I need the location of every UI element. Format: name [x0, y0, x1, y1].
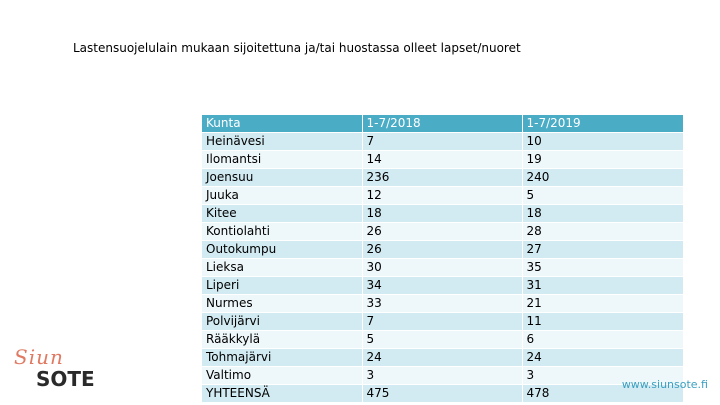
cell-kunta: Kontiolahti — [202, 222, 363, 241]
cell-2018: 236 — [362, 168, 523, 187]
header-2019: 1-7/2019 — [522, 115, 684, 133]
cell-2018: 33 — [362, 294, 523, 313]
total-label: YHTEENSÄ — [202, 384, 363, 403]
table-row: Outokumpu 26 27 — [202, 240, 684, 259]
table-row: Juuka 12 5 — [202, 186, 684, 205]
cell-kunta: Ilomantsi — [202, 150, 363, 169]
cell-kunta: Liperi — [202, 276, 363, 295]
cell-2018: 26 — [362, 240, 523, 259]
cell-kunta: Lieksa — [202, 258, 363, 277]
table-total-row: YHTEENSÄ 475 478 — [202, 384, 684, 403]
cell-2018: 5 — [362, 330, 523, 349]
cell-kunta: Nurmes — [202, 294, 363, 313]
cell-kunta: Polvijärvi — [202, 312, 363, 331]
cell-2019: 28 — [522, 222, 684, 241]
siun-sote-logo: Siun SOTE — [10, 345, 100, 393]
cell-2018: 34 — [362, 276, 523, 295]
cell-2019: 31 — [522, 276, 684, 295]
table-row: Ilomantsi 14 19 — [202, 150, 684, 169]
cell-2018: 24 — [362, 348, 523, 367]
cell-kunta: Heinävesi — [202, 132, 363, 151]
cell-2019: 27 — [522, 240, 684, 259]
header-kunta: Kunta — [202, 115, 363, 133]
cell-2019: 24 — [522, 348, 684, 367]
cell-2019: 19 — [522, 150, 684, 169]
cell-kunta: Joensuu — [202, 168, 363, 187]
cell-kunta: Valtimo — [202, 366, 363, 385]
logo-script-text: Siun — [14, 345, 64, 369]
table-row: Heinävesi 7 10 — [202, 132, 684, 151]
table-row: Kitee 18 18 — [202, 204, 684, 223]
table-row: Joensuu 236 240 — [202, 168, 684, 187]
table-header-row: Kunta 1-7/2018 1-7/2019 — [202, 115, 684, 133]
table-row: Lieksa 30 35 — [202, 258, 684, 277]
cell-2019: 10 — [522, 132, 684, 151]
cell-2018: 18 — [362, 204, 523, 223]
cell-2018: 7 — [362, 312, 523, 331]
cell-2019: 3 — [522, 366, 684, 385]
cell-2018: 14 — [362, 150, 523, 169]
cell-2019: 18 — [522, 204, 684, 223]
table-row: Valtimo 3 3 — [202, 366, 684, 385]
cell-2019: 21 — [522, 294, 684, 313]
cell-kunta: Tohmajärvi — [202, 348, 363, 367]
total-2018: 475 — [362, 384, 523, 403]
cell-kunta: Kitee — [202, 204, 363, 223]
cell-kunta: Juuka — [202, 186, 363, 205]
table-row: Rääkkylä 5 6 — [202, 330, 684, 349]
cell-kunta: Rääkkylä — [202, 330, 363, 349]
logo-main-text: SOTE — [36, 367, 95, 391]
cell-2019: 5 — [522, 186, 684, 205]
cell-2018: 12 — [362, 186, 523, 205]
table-row: Kontiolahti 26 28 — [202, 222, 684, 241]
statistics-table: Kunta 1-7/2018 1-7/2019 Heinävesi 7 10 Ilom… — [202, 115, 684, 403]
website-link[interactable]: www.siunsote.fi — [621, 378, 708, 391]
cell-2018: 30 — [362, 258, 523, 277]
table-row: Tohmajärvi 24 24 — [202, 348, 684, 367]
table-row: Polvijärvi 7 11 — [202, 312, 684, 331]
total-2019: 478 — [522, 384, 684, 403]
table-row: Liperi 34 31 — [202, 276, 684, 295]
cell-2018: 7 — [362, 132, 523, 151]
header-2018: 1-7/2018 — [362, 115, 523, 133]
cell-2018: 26 — [362, 222, 523, 241]
cell-2019: 35 — [522, 258, 684, 277]
cell-2019: 240 — [522, 168, 684, 187]
table-row: Nurmes 33 21 — [202, 294, 684, 313]
cell-2019: 6 — [522, 330, 684, 349]
cell-kunta: Outokumpu — [202, 240, 363, 259]
slide-title: Lastensuojelulain mukaan sijoitettuna ja… — [73, 41, 521, 55]
cell-2019: 11 — [522, 312, 684, 331]
cell-2018: 3 — [362, 366, 523, 385]
